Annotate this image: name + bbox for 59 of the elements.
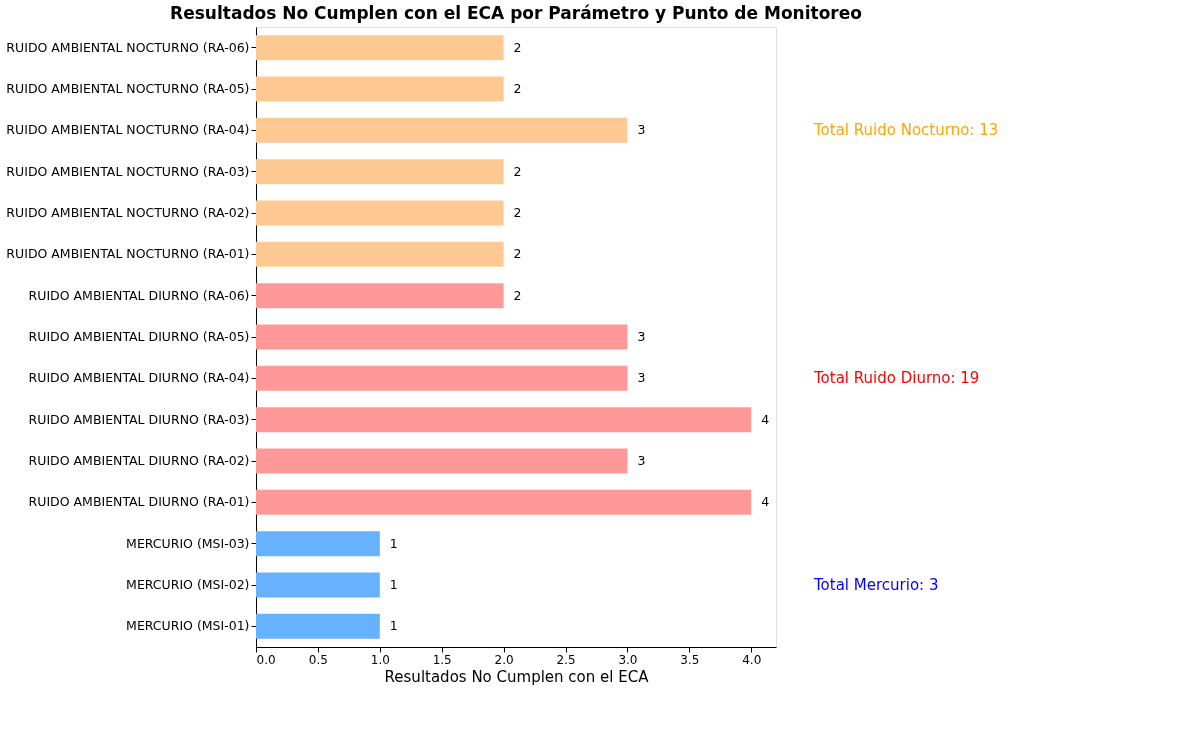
bar [256, 572, 380, 598]
y-tick-label: RUIDO AMBIENTAL NOCTURNO (RA-05) [6, 81, 250, 96]
y-tick-label: RUIDO AMBIENTAL NOCTURNO (RA-04) [6, 122, 250, 138]
data-label: 2 [513, 246, 522, 262]
bar [256, 200, 504, 226]
x-tick-label: 0.5 [308, 652, 328, 667]
x-tick-label: 2.5 [556, 652, 576, 667]
y-tick-label: MERCURIO (MSI-01) [126, 618, 250, 634]
x-tick-label: 0.0 [256, 652, 276, 667]
y-tick-label: RUIDO AMBIENTAL DIURNO (RA-05) [28, 329, 250, 344]
data-label: 3 [637, 122, 646, 138]
y-tick-label: RUIDO AMBIENTAL DIURNO (RA-01) [28, 494, 250, 510]
y-tick-label: RUIDO AMBIENTAL DIURNO (RA-06) [28, 287, 250, 303]
x-tick-label: 3.0 [618, 652, 638, 667]
data-label: 3 [637, 329, 646, 344]
data-label: 2 [513, 81, 522, 96]
y-tick-label: MERCURIO (MSI-03) [126, 535, 250, 551]
data-label: 4 [761, 494, 770, 510]
y-tick-label: RUIDO AMBIENTAL DIURNO (RA-04) [28, 370, 250, 386]
bar [256, 283, 504, 309]
bar [256, 489, 752, 515]
bar [256, 76, 504, 102]
data-label: 1 [389, 577, 398, 592]
data-label: 3 [637, 453, 646, 468]
data-label: 2 [513, 39, 522, 55]
text: Total Mercurio: 3 [813, 576, 939, 594]
chart-title: Resultados No Cumplen con el ECA por Parámetro y Punto de Monitoreo [170, 3, 862, 23]
x-tick-label: 2.0 [494, 652, 514, 667]
data-label: 2 [513, 205, 522, 220]
y-tick-label: RUIDO AMBIENTAL NOCTURNO (RA-06) [6, 39, 250, 55]
x-tick-label: 3.5 [680, 652, 700, 667]
bar [256, 159, 504, 185]
bar [256, 448, 628, 474]
y-tick-label: RUIDO AMBIENTAL NOCTURNO (RA-03) [6, 163, 250, 179]
x-tick-label: 4.0 [742, 652, 762, 667]
bar [256, 531, 380, 557]
bar [256, 613, 380, 639]
x-tick-label: 1.5 [432, 652, 452, 667]
y-tick-label: RUIDO AMBIENTAL DIURNO (RA-03) [28, 411, 250, 427]
bar [256, 407, 752, 433]
y-tick-label: RUIDO AMBIENTAL NOCTURNO (RA-02) [6, 205, 250, 220]
y-tick-label: RUIDO AMBIENTAL DIURNO (RA-02) [28, 453, 250, 468]
bar [256, 241, 504, 267]
bar [256, 365, 628, 391]
data-label: 2 [513, 287, 522, 303]
x-tick-label: 1.0 [370, 652, 390, 667]
y-tick-label: RUIDO AMBIENTAL NOCTURNO (RA-01) [6, 246, 250, 262]
bar [256, 117, 628, 143]
bar [256, 324, 628, 350]
x-axis-title: Resultados No Cumplen con el ECA [384, 667, 650, 686]
text: Total Ruido Nocturno: 13 [813, 121, 999, 140]
data-label: 1 [389, 535, 398, 551]
data-label: 2 [513, 163, 522, 179]
data-label: 3 [637, 370, 646, 386]
data-label: 1 [389, 618, 398, 634]
data-label: 4 [761, 411, 770, 427]
y-tick-label: MERCURIO (MSI-02) [126, 577, 250, 592]
text: Total Ruido Diurno: 19 [813, 369, 980, 388]
bar [256, 35, 504, 61]
